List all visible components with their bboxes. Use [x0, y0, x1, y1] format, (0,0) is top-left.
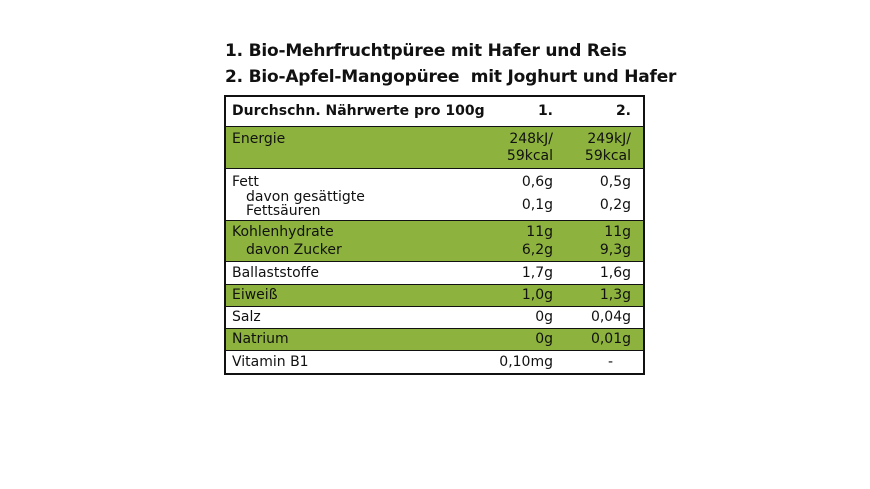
row-label: Salz [232, 309, 261, 325]
gesaettigt-col-2: 0,2g [599, 197, 631, 213]
table-row-kohlenhydrate: Kohlenhydrate 11g 11g davon Zucker 6,2g … [226, 220, 643, 261]
product-titles: 1. Bio-Mehrfruchtpüree mit Hafer und Rei… [225, 38, 676, 90]
ballaststoffe-col-1: 1,7g [521, 265, 553, 281]
zucker-col-1: 6,2g [521, 242, 553, 258]
energie-col-1-kcal: 59kcal [506, 148, 553, 164]
energie-col-2-kj: 249kJ/ [587, 131, 631, 147]
table-row-ballaststoffe: Ballaststoffe 1,7g 1,6g [226, 261, 643, 284]
salz-col-2: 0,04g [590, 309, 631, 325]
salz-col-1: 0g [535, 309, 553, 325]
row-label: Eiweiß [232, 287, 278, 303]
ballaststoffe-col-2: 1,6g [599, 265, 631, 281]
energie-col-1-kj: 248kJ/ [509, 131, 553, 147]
table-row-eiweiss: Eiweiß 1,0g 1,3g [226, 284, 643, 306]
row-label: Fett [232, 174, 259, 190]
vitamin-col-2: - [607, 354, 613, 370]
product-title-1: 1. Bio-Mehrfruchtpüree mit Hafer und Rei… [225, 41, 627, 61]
gesaettigt-label-2: Fettsäuren [246, 203, 321, 219]
zucker-label: davon Zucker [246, 242, 342, 258]
zucker-col-2: 9,3g [599, 242, 631, 258]
eiweiss-col-2: 1,3g [599, 287, 631, 303]
table-row-vitamin: Vitamin B1 0,10mg - [226, 350, 643, 373]
row-label: Natrium [232, 331, 289, 347]
table-row-energie: Energie 248kJ/ 59kcal 249kJ/ 59kcal [226, 126, 643, 168]
table-row-salz: Salz 0g 0,04g [226, 306, 643, 328]
product-title-2: 2. Bio-Apfel-Mangopüree mit Joghurt und … [225, 67, 677, 87]
gesaettigt-label-1: davon gesättigte [246, 189, 365, 205]
row-label: Vitamin B1 [232, 354, 309, 370]
row-label: Ballaststoffe [232, 265, 319, 281]
row-label: Energie [232, 131, 286, 147]
table-row-natrium: Natrium 0g 0,01g [226, 328, 643, 350]
kohlenhydrate-col-1: 11g [526, 224, 553, 240]
header-col-1: 1. [537, 103, 553, 119]
fett-col-1: 0,6g [521, 174, 553, 190]
eiweiss-col-1: 1,0g [521, 287, 553, 303]
vitamin-col-1: 0,10mg [499, 354, 553, 370]
table-header-row: Durchschn. Nährwerte pro 100g 1. 2. [226, 97, 643, 126]
fett-col-2: 0,5g [599, 174, 631, 190]
table-row-fett: Fett 0,6g 0,5g davon gesättigte Fettsäur… [226, 168, 643, 220]
row-label: Kohlenhydrate [232, 224, 334, 240]
natrium-col-2: 0,01g [590, 331, 631, 347]
energie-col-2-kcal: 59kcal [584, 148, 631, 164]
nutrition-table: Durchschn. Nährwerte pro 100g 1. 2. Ener… [224, 95, 645, 375]
natrium-col-1: 0g [535, 331, 553, 347]
header-label: Durchschn. Nährwerte pro 100g [232, 103, 485, 119]
gesaettigt-col-1: 0,1g [521, 197, 553, 213]
kohlenhydrate-col-2: 11g [604, 224, 631, 240]
header-col-2: 2. [615, 103, 631, 119]
